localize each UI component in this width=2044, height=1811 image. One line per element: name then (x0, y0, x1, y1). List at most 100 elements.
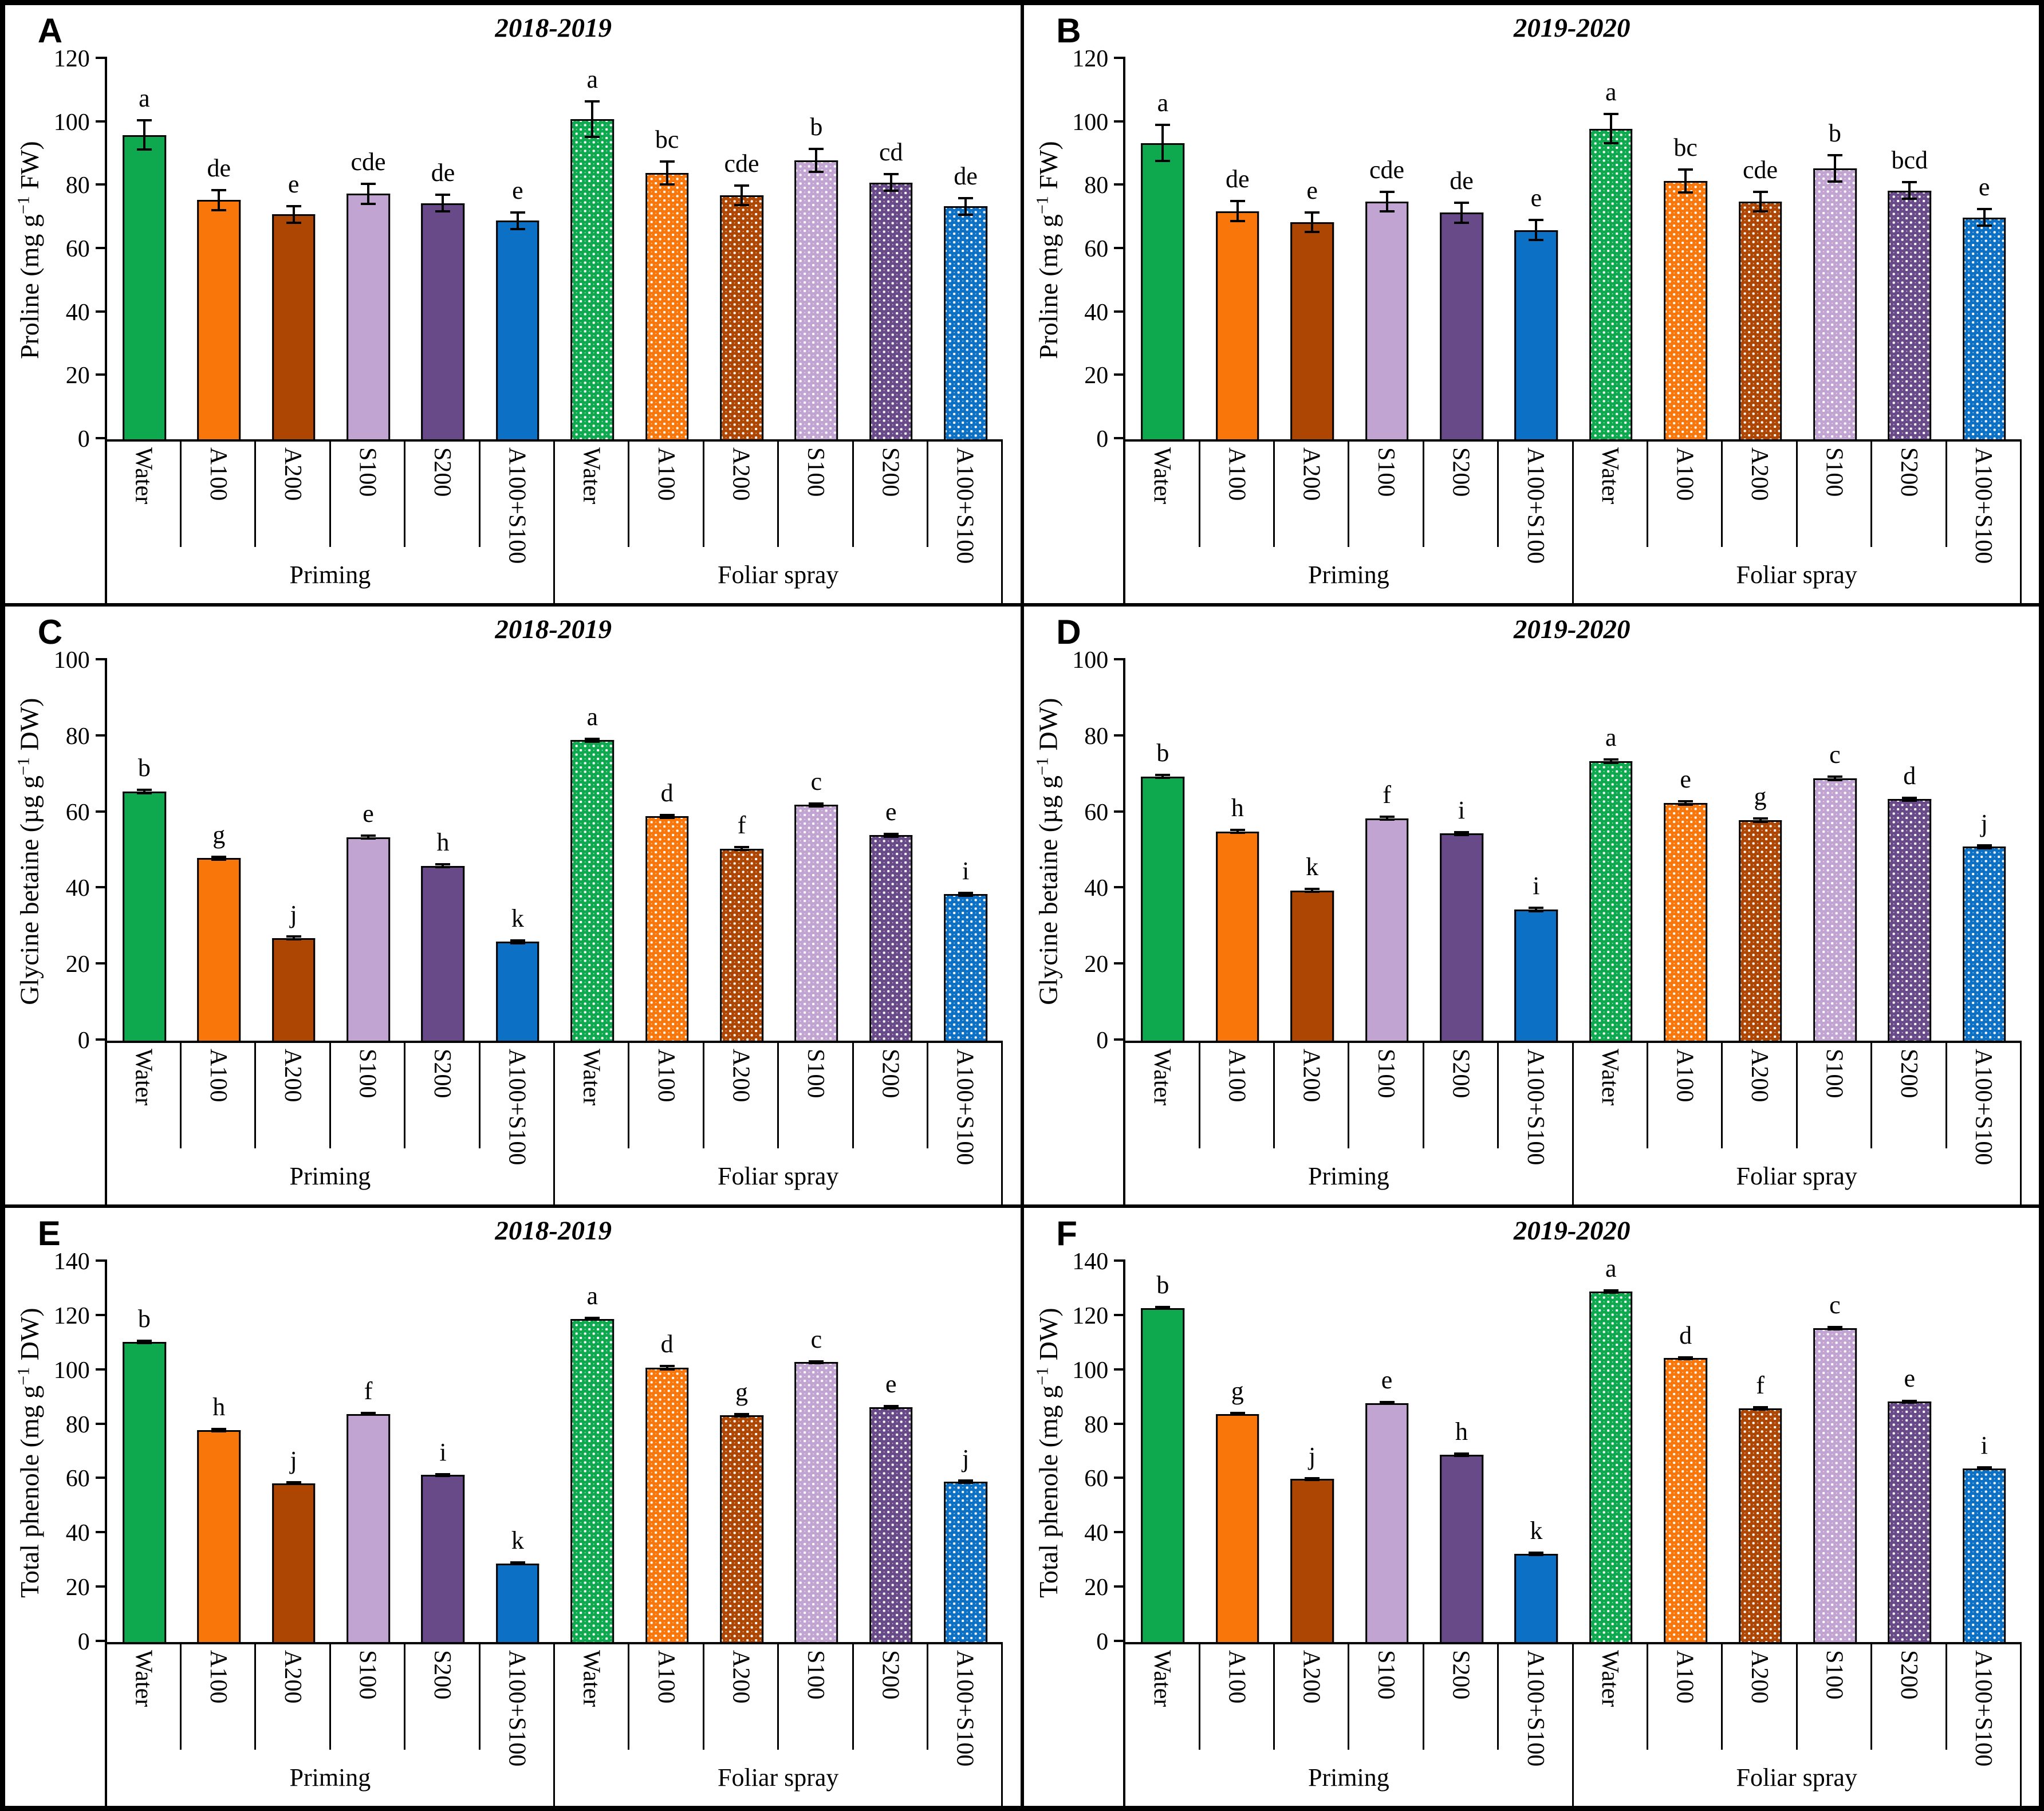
bar-slot: f (1349, 660, 1424, 1041)
significance-letter: c (810, 767, 822, 796)
x-axis-label-a100: A100 (653, 1650, 680, 1704)
y-tick (1114, 247, 1126, 250)
bar-slot: c (1798, 1262, 1872, 1643)
bar-slot: i (928, 660, 1003, 1041)
foliar-bar-a100 (645, 1367, 689, 1643)
error-bar (1161, 124, 1164, 162)
bars-container: b h j f i k a d g c e j (107, 1262, 1003, 1643)
y-tick-label: 40 (65, 1520, 90, 1547)
significance-letter: e (363, 800, 374, 828)
significance-letter: f (737, 811, 746, 840)
error-bar (1833, 154, 1836, 183)
panel-f: F 2019-2020 Total phenole (mg g−1 DW) 0 20 40… (1022, 1206, 2041, 1808)
x-axis-cell: A200 (704, 442, 779, 547)
season-title: 2018-2019 (495, 13, 612, 43)
foliar-bar-a200 (720, 195, 763, 440)
bar-slot: de (1200, 59, 1275, 440)
x-axis-cell: S200 (405, 1644, 481, 1750)
y-tick (1114, 120, 1126, 123)
bar-slot: c (779, 1262, 853, 1643)
priming-bar-a100+s100 (496, 1563, 539, 1643)
priming-bar-s100 (1365, 1403, 1409, 1643)
y-tick (1114, 373, 1126, 376)
error-bar (1460, 1452, 1463, 1457)
x-axis-label-row: Water A100 A200 S100 S200 A100+S100 Water A100 A… (1123, 442, 2022, 564)
x-axis-label-s200: S200 (877, 1049, 904, 1099)
y-tick-label: 0 (77, 1629, 90, 1656)
y-tick-label: 40 (1084, 875, 1109, 902)
plot-area: 0 20 40 60 80 100 120 a de e cde de e a bc cde b bcd e (1072, 47, 2022, 451)
panel-letter: F (1056, 1214, 1077, 1253)
y-tick-label: 120 (53, 1302, 90, 1329)
foliar-bar-s100 (794, 160, 838, 440)
x-axis-cell: S200 (1872, 1644, 1947, 1750)
bar-slot: b (1125, 1262, 1200, 1643)
treatment-group-row: Priming Foliar spray (104, 546, 1003, 603)
bar-slot: b (779, 59, 853, 440)
x-axis-cell: Water (1125, 442, 1200, 547)
y-tick (95, 247, 107, 250)
y-axis-label: Glycine betaine (µg g−1 DW) (14, 698, 45, 1006)
error-bar (367, 834, 370, 840)
x-axis-cell: S100 (779, 442, 854, 547)
significance-letter: e (1978, 173, 1990, 202)
y-tick (1114, 56, 1126, 59)
x-axis-cell: A100+S100 (481, 442, 556, 564)
error-bar (292, 935, 295, 941)
season-title: 2019-2020 (1513, 614, 1631, 644)
significance-letter: h (436, 828, 450, 856)
error-bar (1983, 208, 1986, 227)
significance-letter: k (1530, 1517, 1543, 1545)
error-bar (1385, 1400, 1388, 1406)
priming-bar-a100+s100 (496, 942, 539, 1041)
x-axis-cell: S100 (1349, 1644, 1424, 1750)
x-axis-cell: A100 (182, 1043, 257, 1148)
error-bar (665, 160, 668, 186)
y-tick (95, 1259, 107, 1262)
x-axis-label-a200: A200 (1746, 447, 1773, 501)
foliar-bar-a100 (645, 173, 689, 440)
panel-letter: C (37, 612, 63, 651)
x-axis-label-a100: A100 (653, 1049, 680, 1103)
x-axis-label-s100: S100 (1821, 1650, 1848, 1700)
x-axis-cell: A100+S100 (928, 442, 1003, 564)
y-tick-label: 80 (1084, 172, 1109, 199)
y-tick-label: 120 (53, 45, 90, 72)
foliar-bar-a100+s100 (944, 1482, 987, 1643)
x-axis-cell: A100+S100 (928, 1043, 1003, 1166)
error-bar (143, 1340, 145, 1344)
x-axis-label-a200: A200 (1298, 447, 1325, 501)
group-label-priming: Priming (289, 561, 371, 589)
x-axis-cell: A100 (1200, 442, 1275, 547)
x-axis-cell: Water (107, 442, 182, 547)
y-tick-label: 120 (1072, 1302, 1109, 1329)
foliar-bar-a100+s100 (1962, 1468, 2006, 1643)
foliar-bar-a100+s100 (944, 206, 987, 440)
y-tick (95, 1368, 107, 1371)
x-axis-cell: A200 (256, 1644, 331, 1750)
y-tick (1114, 1038, 1126, 1041)
error-bar (1759, 817, 1762, 823)
panel-e: E 2018-2019 Total phenole (mg g−1 DW) 0 20 40… (3, 1206, 1022, 1808)
foliar-bar-a100+s100 (1962, 217, 2006, 440)
significance-letter: k (511, 904, 524, 932)
error-bar (889, 173, 892, 192)
x-axis-cell: S100 (1798, 1644, 1873, 1750)
foliar-bar-water (1589, 761, 1633, 1041)
significance-letter: i (962, 856, 970, 885)
y-tick-label: 60 (1084, 799, 1109, 826)
x-axis-label-a200: A200 (1746, 1049, 1773, 1103)
x-axis-cell: A200 (704, 1644, 779, 1750)
bar-slot: cde (1349, 59, 1424, 440)
significance-letter: d (1903, 761, 1916, 790)
y-tick-label: 60 (1084, 236, 1109, 263)
error-bar (1236, 200, 1239, 222)
error-bar (1535, 907, 1538, 912)
significance-letter: de (954, 162, 978, 190)
y-axis-label: Proline (mg g−1 FW) (14, 141, 45, 360)
group-label-foliar-spray: Foliar spray (553, 1148, 1001, 1204)
x-axis-label-s200: S200 (877, 1650, 904, 1700)
foliar-bar-water (570, 1318, 615, 1643)
foliar-bar-s200 (1888, 1401, 1932, 1643)
bar-slot: h (405, 660, 480, 1041)
